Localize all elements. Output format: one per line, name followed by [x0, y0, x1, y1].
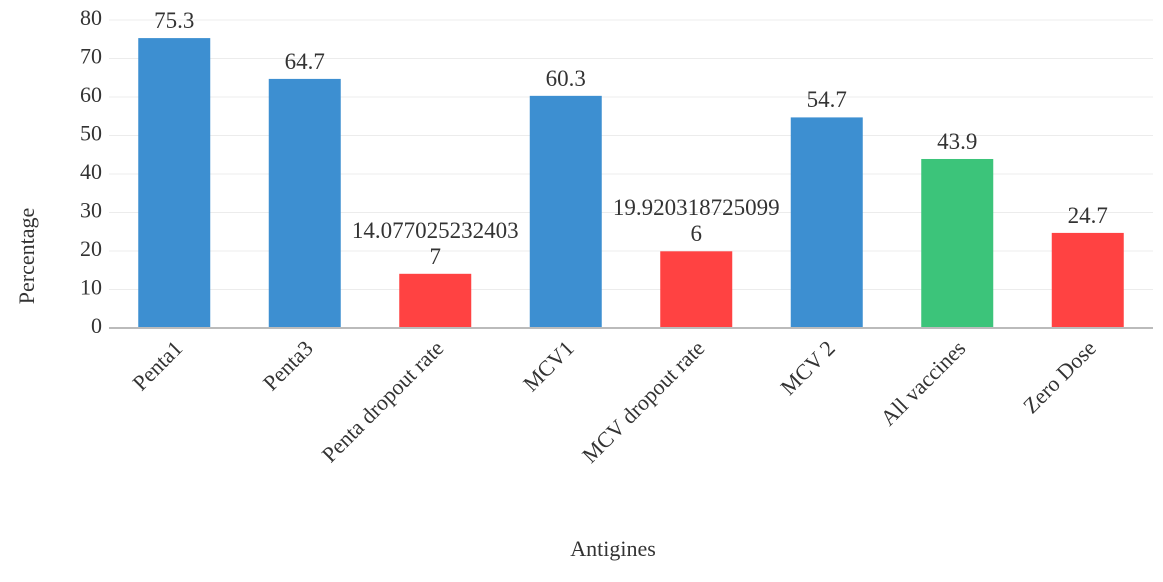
x-axis-title: Antigines: [570, 536, 656, 561]
value-label: 54.7: [806, 87, 847, 113]
y-tick-label: 0: [91, 313, 102, 338]
value-label: 60.3: [545, 65, 586, 91]
value-label: 64.7: [284, 48, 325, 74]
y-tick-label: 80: [80, 5, 102, 30]
y-axis-title: Percentage: [14, 208, 39, 305]
x-tick-label: Penta3: [258, 335, 318, 395]
bar: [1051, 232, 1124, 328]
x-tick-label: All vaccines: [875, 335, 970, 430]
value-label: 24.7: [1067, 202, 1108, 228]
y-tick-label: 10: [80, 275, 102, 300]
y-tick-label: 70: [80, 44, 102, 69]
bar: [921, 158, 994, 328]
bar: [529, 95, 602, 328]
bar: [138, 38, 211, 328]
x-tick-label: MCV 2: [775, 335, 840, 400]
y-tick-label: 20: [80, 236, 102, 261]
y-tick-label: 60: [80, 82, 102, 107]
bar: [399, 273, 472, 328]
y-tick-label: 50: [80, 121, 102, 146]
bar: [268, 78, 341, 328]
x-tick-label: MCV dropout rate: [577, 335, 709, 467]
value-label: 43.9: [937, 129, 978, 154]
x-tick-label: Penta dropout rate: [317, 335, 449, 467]
x-tick-label: Zero Dose: [1018, 335, 1101, 418]
value-label: 19.9203187250996: [612, 195, 780, 247]
x-tick-label: Penta1: [127, 335, 187, 395]
value-label: 75.3: [154, 8, 195, 34]
y-tick-label: 40: [80, 159, 102, 184]
y-tick-label: 30: [80, 198, 102, 223]
value-label: 14.0770252324037: [351, 217, 519, 269]
bar: [790, 117, 863, 328]
x-tick-label: MCV1: [518, 335, 579, 396]
bar: [660, 251, 733, 328]
